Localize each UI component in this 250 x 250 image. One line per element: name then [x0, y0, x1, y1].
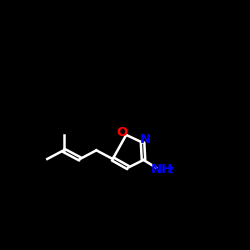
Text: NH: NH — [151, 163, 173, 176]
Text: 2: 2 — [168, 166, 173, 175]
Text: O: O — [116, 126, 128, 139]
Text: N: N — [139, 133, 150, 146]
